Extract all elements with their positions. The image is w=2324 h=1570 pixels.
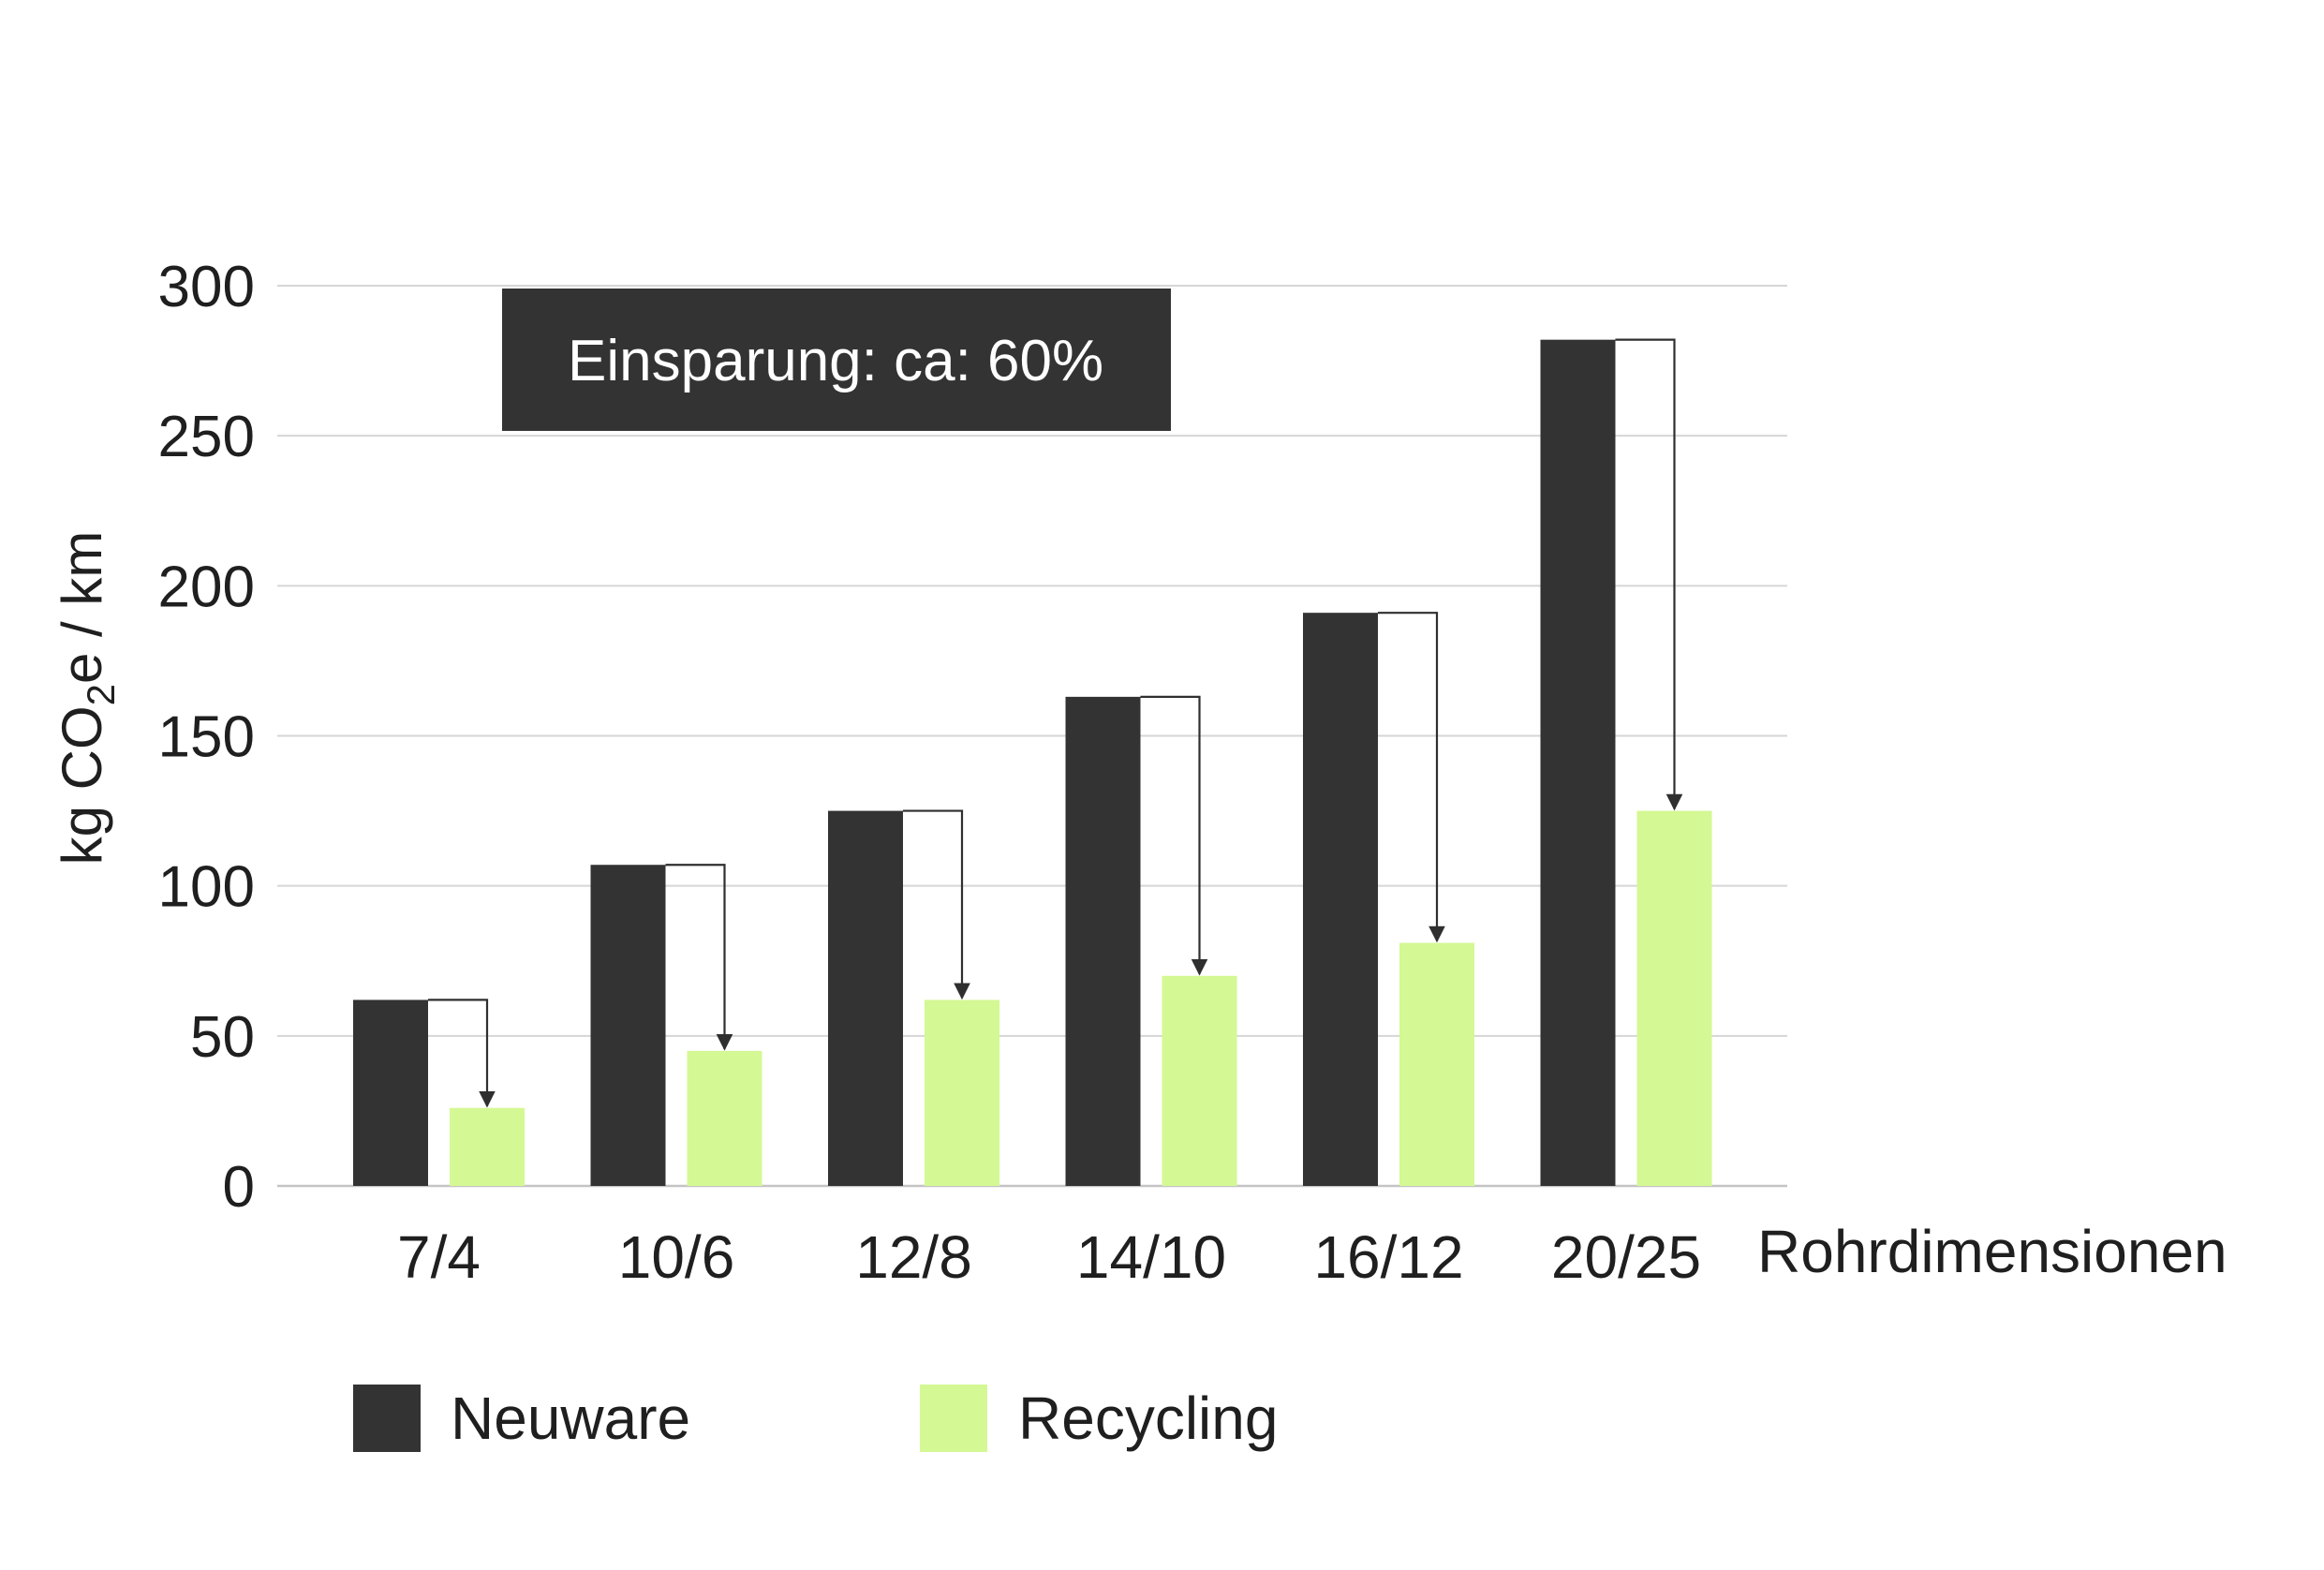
bar-neuware [1540,339,1616,1186]
legend: Neuware Recycling [353,1385,1278,1452]
x-category-label: 12/8 [855,1223,972,1291]
x-category-label: 7/4 [397,1223,481,1291]
y-axis-ticks: 0 50 100 150 200 250 300 [158,255,255,1220]
bar-neuware [828,810,903,1186]
bar-neuware [590,865,666,1186]
y-tick-label: 50 [190,1005,255,1070]
bar-recycling [1162,975,1237,1186]
bars [353,339,1712,1186]
y-tick-label: 250 [158,405,255,469]
bar-recycling [450,1107,525,1186]
y-axis-title-suffix: e / km [51,531,113,684]
y-tick-label: 150 [158,705,255,770]
savings-annotation: Einsparung: ca: 60% [502,289,1171,431]
reduction-arrow [1140,695,1208,976]
y-tick-label: 0 [223,1155,255,1220]
x-category-label: 10/6 [618,1223,735,1291]
reduction-arrow [665,864,733,1051]
reduction-arrow [1615,338,1683,811]
legend-swatch-recycling [920,1385,987,1452]
bar-neuware [1065,696,1141,1186]
reduction-arrow [428,999,496,1108]
bar-recycling [1636,810,1712,1186]
y-axis-title: kg CO2e / km [51,531,123,866]
x-category-label: 16/12 [1313,1223,1463,1291]
x-axis-title: Rohrdimensionen [1757,1218,2228,1285]
y-axis-title-subscript: 2 [79,684,123,705]
y-tick-label: 200 [158,555,255,619]
bar-recycling [925,1000,999,1186]
reduction-arrow [1378,612,1445,943]
bar-neuware [1303,613,1378,1186]
y-tick-label: 100 [158,855,255,920]
y-axis-title-prefix: kg CO [51,705,113,865]
savings-annotation-box [502,289,1171,431]
bar-recycling [1399,942,1474,1186]
bar-recycling [687,1050,762,1186]
bar-neuware [353,1000,428,1186]
reduction-arrow [903,809,970,1000]
reduction-arrows [428,338,1683,1108]
legend-label-recycling: Recycling [1018,1385,1278,1452]
x-category-label: 14/10 [1076,1223,1226,1291]
x-axis-categories: 7/4 10/6 12/8 14/10 16/12 20/25 [397,1223,1701,1291]
legend-label-neuware: Neuware [451,1385,690,1452]
y-tick-label: 300 [158,255,255,319]
legend-swatch-neuware [353,1385,421,1452]
gridlines [277,285,1787,1188]
x-category-label: 20/25 [1551,1223,1701,1291]
savings-annotation-text: Einsparung: ca: 60% [568,329,1103,393]
